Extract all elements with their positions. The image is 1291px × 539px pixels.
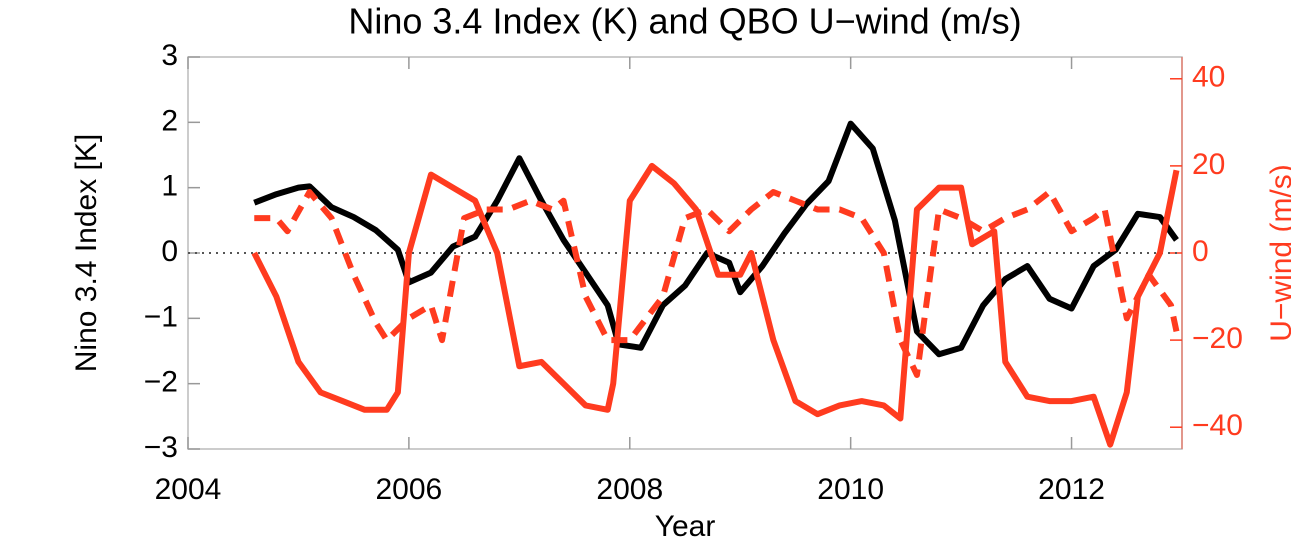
y2-tick-label: 40: [1192, 61, 1225, 94]
y-axis-label: Nino 3.4 Index [K]: [70, 134, 103, 372]
data-line: [254, 189, 1180, 378]
y-tick-label: 3: [161, 39, 178, 72]
y2-axis-label: U−wind (m/s): [1265, 164, 1291, 342]
y2-tick-label: −20: [1192, 322, 1243, 355]
x-tick-label: 2010: [817, 473, 884, 506]
data-line: [253, 120, 1179, 358]
y-tick-label: −2: [144, 366, 178, 399]
x-tick-label: 2006: [376, 473, 443, 506]
chart-title: Nino 3.4 Index (K) and QBO U−wind (m/s): [348, 1, 1021, 42]
x-tick-label: 2004: [155, 473, 222, 506]
x-axis-label: Year: [655, 510, 716, 539]
y-tick-label: 2: [161, 104, 178, 137]
y2-tick-label: 0: [1192, 235, 1209, 268]
y-tick-label: 1: [161, 170, 178, 203]
y2-tick-label: 20: [1192, 148, 1225, 181]
y-tick-label: 0: [161, 235, 178, 268]
y-tick-label: −3: [144, 431, 178, 464]
x-tick-label: 2008: [596, 473, 663, 506]
data-line: [251, 162, 1180, 448]
y2-tick-label: −40: [1192, 409, 1243, 442]
x-tick-label: 2012: [1038, 473, 1105, 506]
y-tick-label: −1: [144, 300, 178, 333]
